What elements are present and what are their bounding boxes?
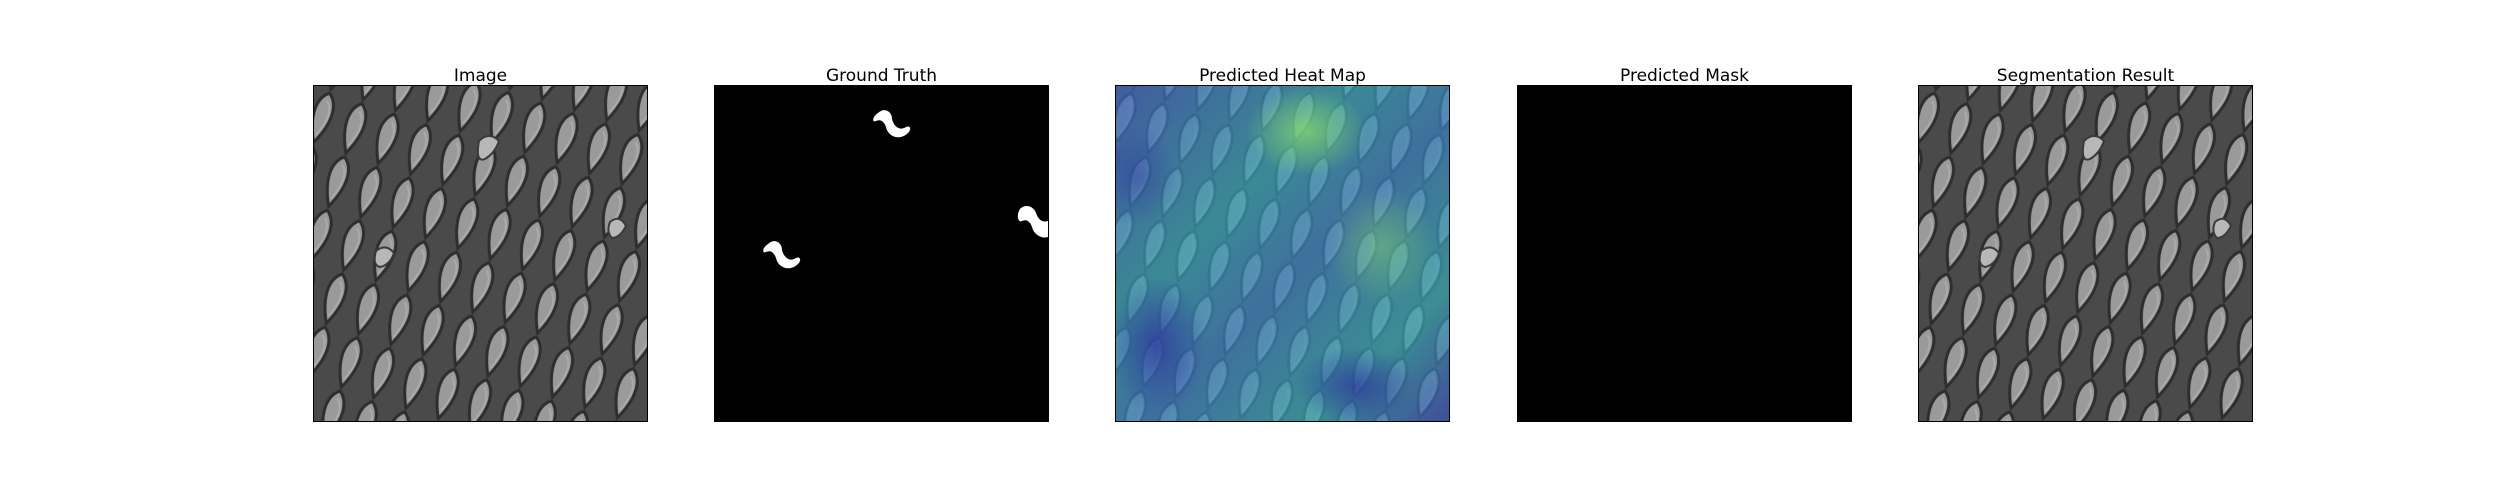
panel-title: Predicted Heat Map: [1199, 66, 1366, 86]
defect-region: [1017, 206, 1048, 238]
defect-region: [763, 241, 801, 269]
panel-title: Predicted Mask: [1620, 66, 1749, 86]
mesh-image: [313, 85, 648, 422]
heat-map-overlay: [1115, 85, 1450, 422]
defect-region: [873, 110, 911, 138]
panel-image: Image: [313, 66, 648, 422]
panel-ground-truth: Ground Truth: [714, 66, 1049, 422]
panel-title: Ground Truth: [825, 66, 938, 86]
panel-predicted-mask: Predicted Mask: [1517, 66, 1852, 422]
panel-title: Segmentation Result: [1996, 66, 2175, 86]
segmentation-image: [1918, 85, 2253, 422]
panel-title: Image: [453, 66, 508, 86]
panel-segmentation-result: Segmentation Result: [1918, 66, 2253, 422]
predicted-mask: [1517, 85, 1852, 422]
panel-heat-map: Predicted Heat Map: [1115, 66, 1450, 422]
ground-truth-mask: [714, 85, 1049, 422]
